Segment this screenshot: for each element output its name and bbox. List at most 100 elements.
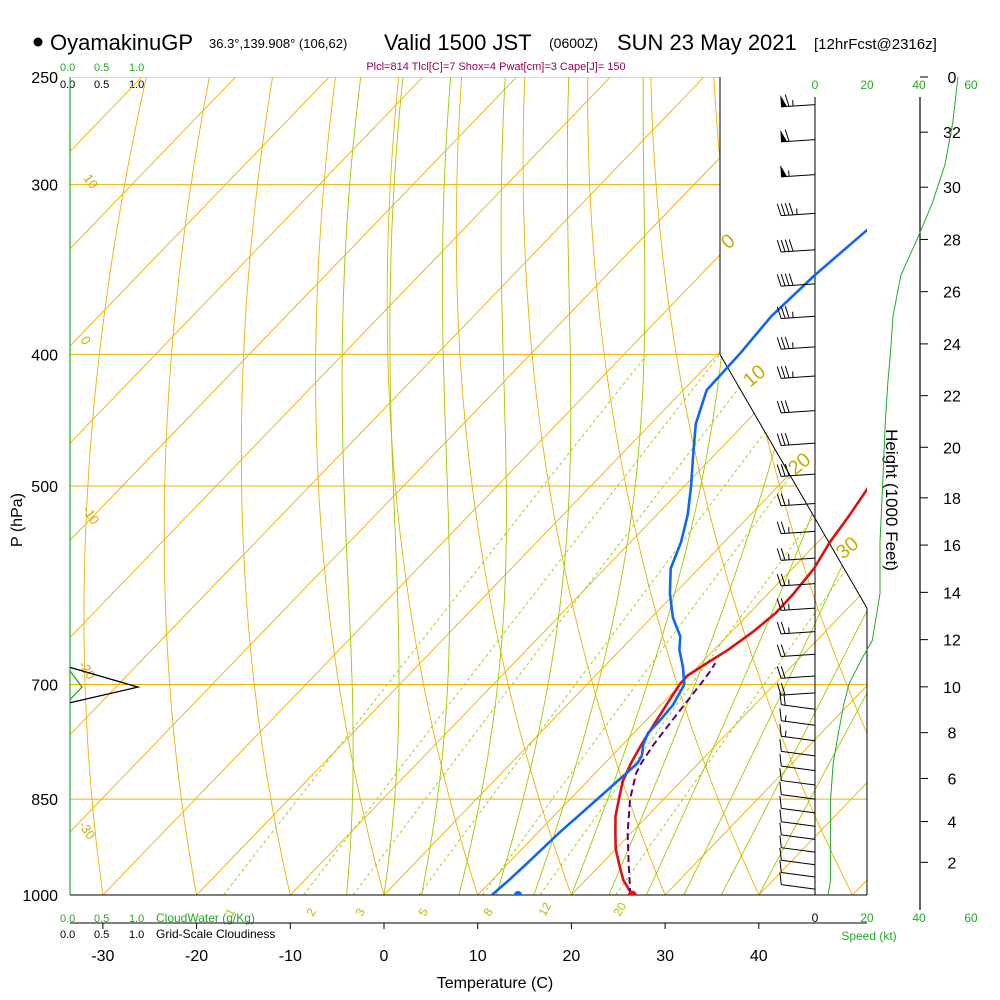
cloudiness-tick-top-0: 0.0: [60, 79, 75, 91]
dry-adiabat-label: 10: [81, 171, 102, 191]
wind-barb: [776, 239, 816, 253]
dry-adiabat-line: [587, 77, 760, 895]
barb-feather: [780, 433, 786, 446]
moist-adiabat-line: [421, 77, 452, 895]
barb-feather: [779, 835, 782, 848]
y-axis-title: P (hPa): [9, 493, 26, 547]
barb-shaft: [781, 735, 816, 742]
barb-feather: [776, 521, 782, 534]
wind-barb: [780, 94, 816, 108]
barb-shaft: [781, 346, 816, 350]
barb-feather: [780, 493, 786, 506]
height-axis-title: Height (1000 Feet): [882, 429, 901, 571]
cloudwater-tick-top-0: 0.0: [60, 62, 75, 74]
barb-feather: [784, 129, 790, 142]
barb-shaft: [781, 847, 816, 853]
mixing-ratio-line: [539, 443, 867, 895]
barb-shaft: [781, 557, 816, 561]
moist-adiabat-line: [533, 77, 646, 895]
barb-shaft: [781, 473, 816, 477]
pressure-tick-label: 300: [31, 178, 58, 195]
x-tick-label: -30: [91, 948, 114, 965]
wind-barbs: [776, 94, 816, 890]
barb-feather: [780, 573, 786, 586]
barb-shaft: [781, 794, 816, 800]
moist-adiabat-line: [341, 77, 362, 895]
plot-frame: [69, 77, 921, 924]
barb-feather: [780, 598, 786, 611]
barb-pennant: [780, 94, 788, 107]
dry-adiabat-line: [83, 77, 147, 895]
dry-adiabat-line: [163, 77, 210, 895]
frame-diagonal: [719, 354, 868, 609]
cloudiness-tick-top-1: 0.5: [94, 79, 109, 91]
dry-adiabat-label: -10: [80, 503, 103, 527]
barb-feather: [783, 692, 786, 706]
barb-feather: [780, 273, 786, 287]
dry-adiabat-line: [522, 77, 666, 895]
height-tick-label: 30: [943, 180, 961, 197]
x-tick-label: 20: [563, 948, 581, 965]
barb-shaft: [781, 375, 816, 379]
barb-half-feather: [784, 715, 787, 722]
barb-feather: [780, 239, 786, 252]
speed-tick-top: 20: [860, 78, 874, 92]
moist-adiabat-line: [758, 692, 867, 895]
barb-feather: [784, 94, 790, 107]
barb-feather: [788, 273, 794, 286]
pressure-tick-label: 1000: [22, 888, 58, 905]
cloudiness-tick-bottom-1: 0.5: [94, 929, 109, 941]
barb-feather: [784, 336, 790, 349]
isotherm-line: [852, 879, 867, 895]
barb-shaft: [781, 607, 816, 611]
barb-shaft: [781, 653, 816, 658]
barb-shaft: [781, 884, 816, 890]
x-tick-label: 10: [469, 948, 487, 965]
barb-feather: [784, 365, 790, 378]
isotherm-line: [70, 77, 330, 347]
barb-feather: [776, 366, 782, 379]
x-axis-title: Temperature (C): [437, 975, 553, 992]
barb-feather: [776, 433, 782, 446]
wind-barb: [776, 365, 816, 379]
isotherm-line: [477, 490, 867, 895]
x-tick-label: -20: [185, 948, 208, 965]
barb-feather: [779, 795, 782, 809]
wind-barb: [776, 432, 816, 446]
moist-adiabat-line: [720, 609, 867, 895]
height-tick-label: 8: [948, 726, 957, 743]
barb-feather: [776, 493, 782, 506]
wind-barb: [776, 463, 816, 477]
barb-feather: [776, 240, 782, 253]
barb-shaft: [781, 834, 816, 840]
height-tick-label: 0: [948, 70, 957, 87]
wind-barb: [779, 822, 816, 840]
x-tick-label: 0: [380, 948, 389, 965]
valid-utc: (0600Z): [549, 35, 598, 51]
speed-tick-top: 60: [964, 78, 978, 92]
wind-barb: [779, 692, 816, 710]
wind-barb: [779, 723, 816, 742]
barb-shaft: [781, 530, 816, 535]
skewt-grid: [70, 77, 867, 895]
wind-barb: [776, 273, 816, 287]
barb-shaft: [781, 675, 816, 679]
barb-half-feather: [784, 730, 787, 737]
barb-shaft: [781, 442, 816, 446]
barb-feather: [779, 822, 782, 835]
wind-barb: [779, 795, 816, 814]
wind-barb: [780, 129, 816, 143]
barb-feather: [779, 847, 782, 861]
barb-feather: [780, 366, 786, 379]
barb-feather: [784, 400, 790, 413]
x-tick-label: 40: [750, 948, 768, 965]
wind-barb: [780, 164, 816, 178]
barb-feather: [788, 202, 794, 215]
barb-feather: [784, 463, 790, 476]
mixing-ratio-label: 8: [480, 905, 496, 918]
surface-temp-dot: [627, 890, 637, 895]
barb-feather: [780, 682, 786, 696]
cloudwater-label: CloudWater (g/Kg): [156, 911, 255, 925]
barb-feather: [780, 521, 786, 534]
